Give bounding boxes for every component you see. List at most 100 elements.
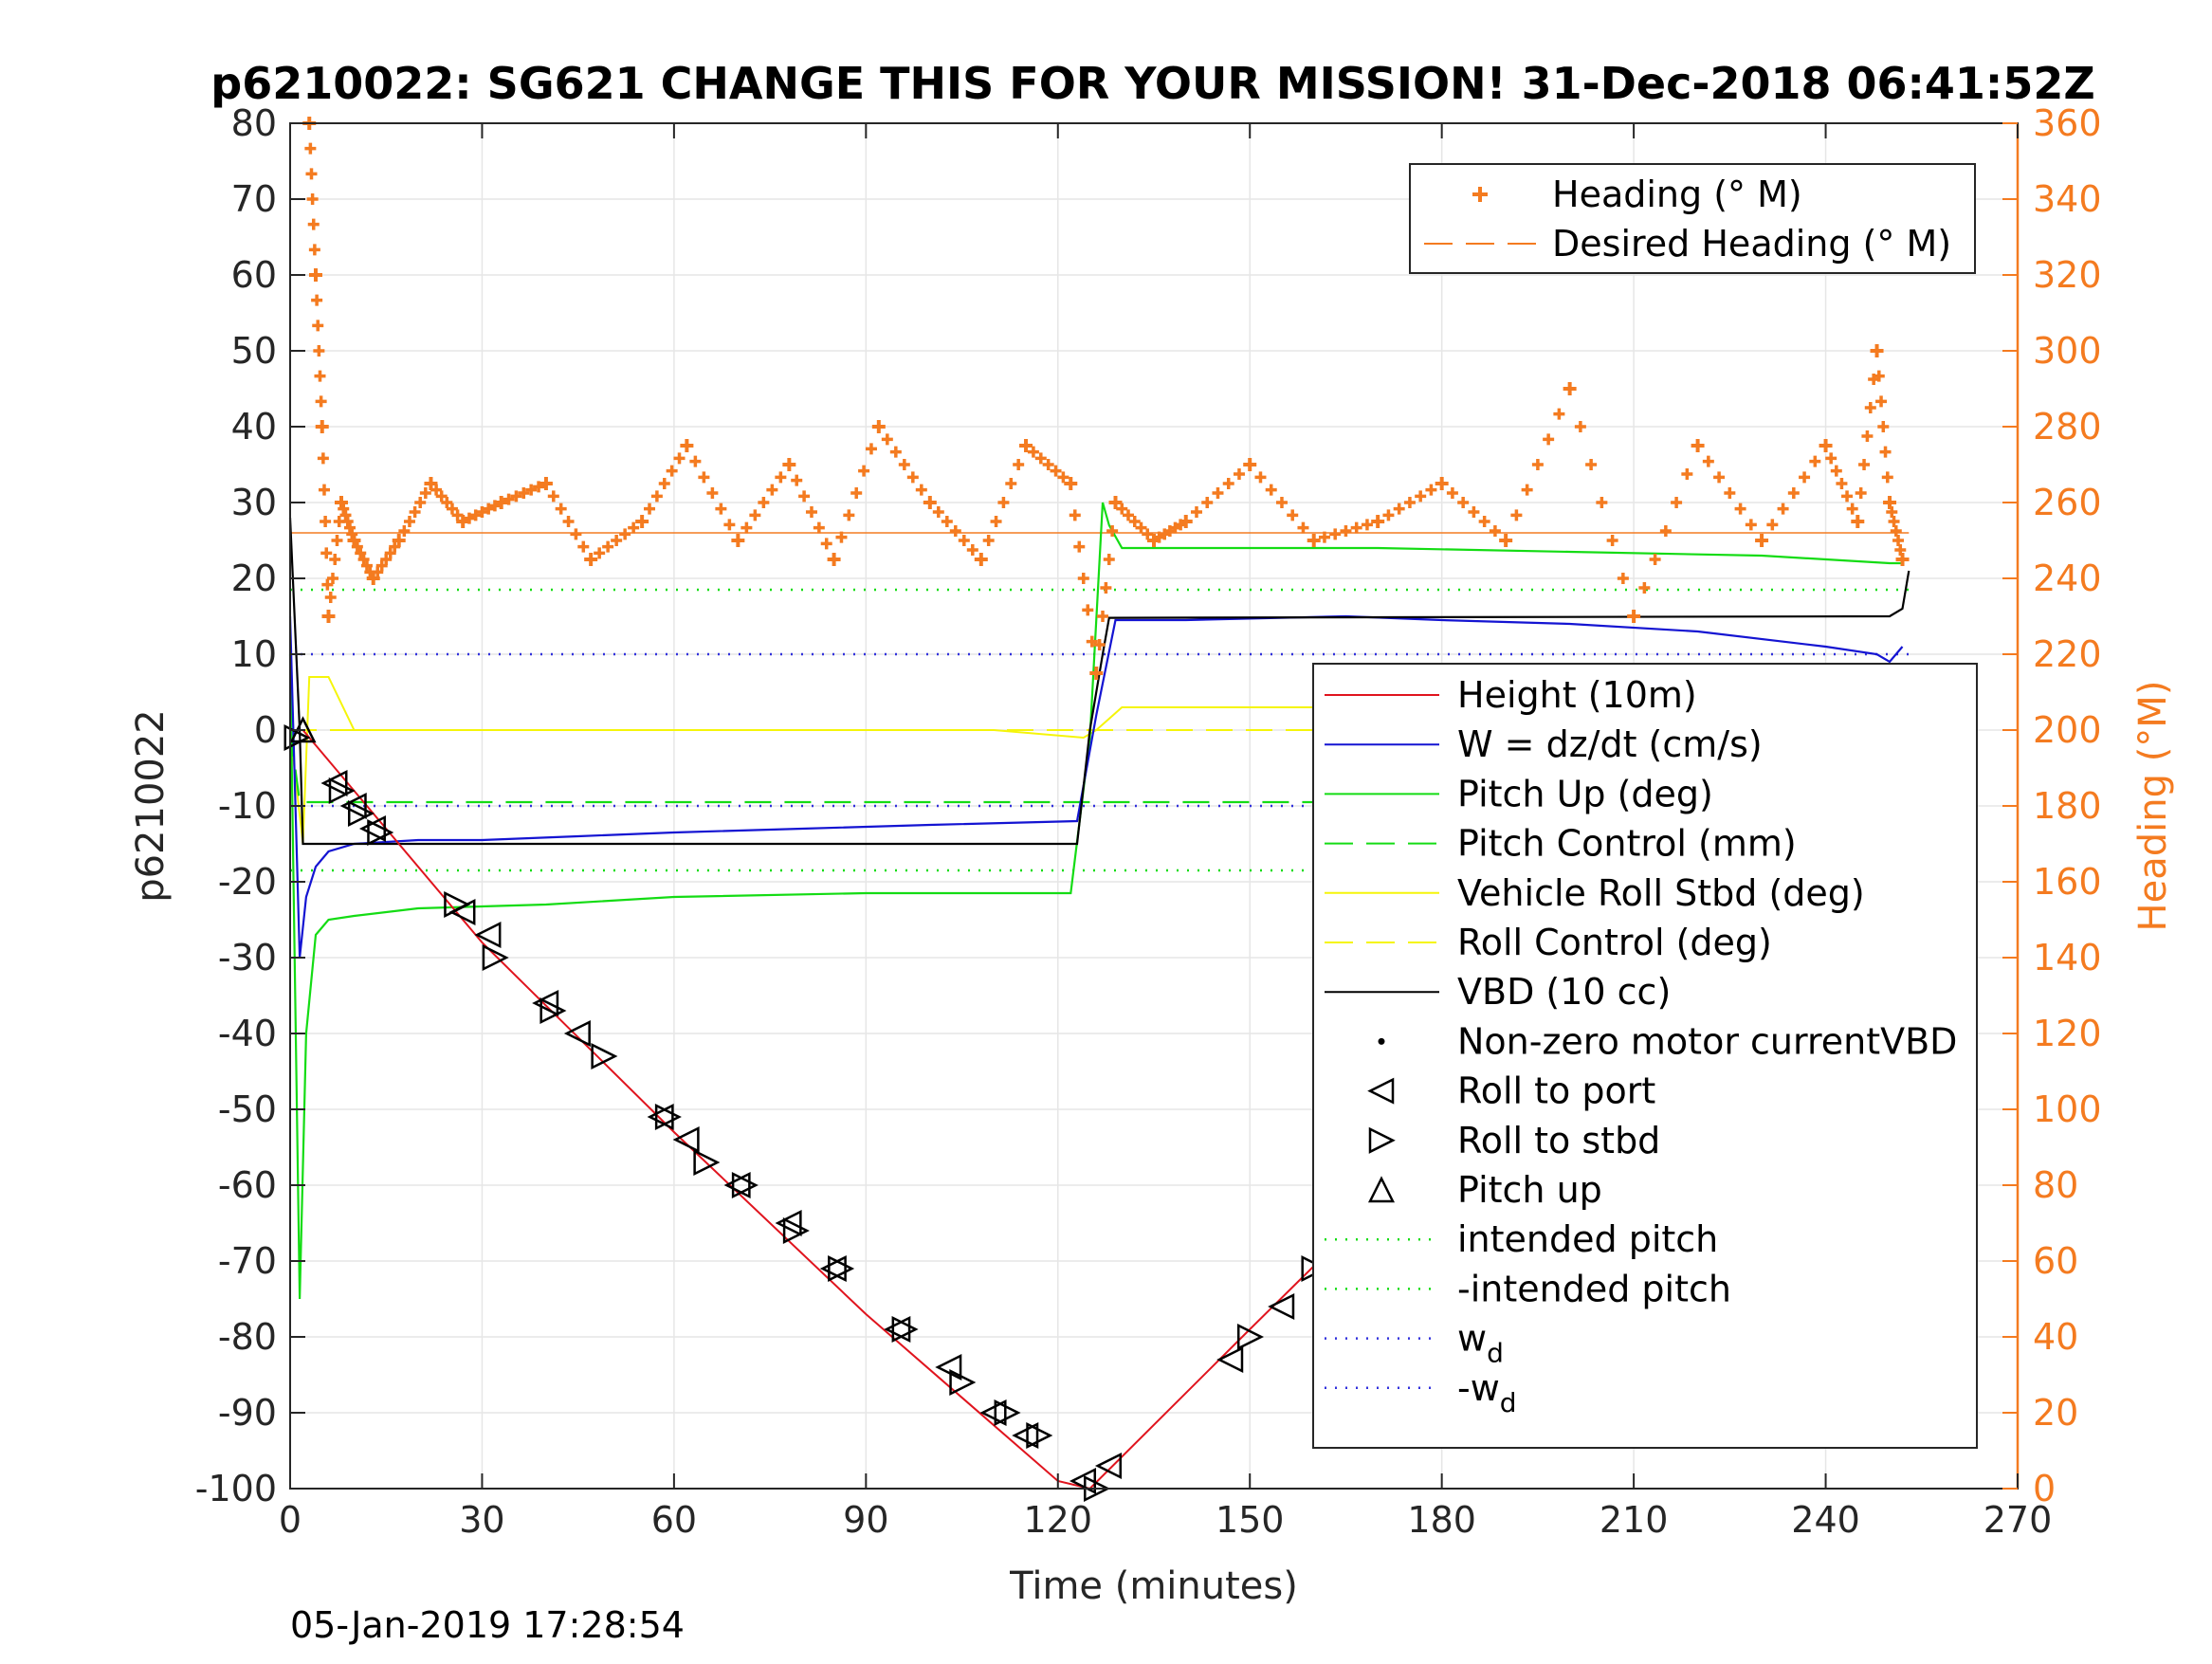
chart-title: p6210022: SG621 CHANGE THIS FOR YOUR MIS… [210,58,2094,109]
legend-label: VBD (10 cc) [1457,971,1671,1013]
legend-label: Pitch Control (mm) [1457,823,1797,865]
heading-point [503,493,515,505]
right-axis-label: Heading (°M) [2131,681,2175,932]
legend-label: Pitch Up (deg) [1457,773,1713,814]
heading-point [562,516,575,527]
roll-to-port-marker [723,1171,751,1199]
heading-point [1403,497,1416,508]
heading-point [974,553,988,566]
heading-point [1393,503,1405,515]
heading-point [312,320,324,332]
heading-point [351,540,363,553]
heading-point [731,534,745,547]
legend-label: Roll to port [1457,1070,1655,1112]
heading-point [1468,506,1480,518]
roll-to-port-marker [1012,1421,1039,1450]
heading-point [644,503,656,515]
heading-point [1836,478,1848,489]
y-tick-label-left: -90 [218,1392,277,1434]
heading-point [805,506,817,518]
heading-point [419,487,431,499]
heading-point [446,503,458,515]
y-tick-label-left: 50 [231,330,277,372]
heading-point [1617,573,1629,584]
heading-point [1019,439,1033,452]
heading-point [1073,540,1086,553]
roll-to-port-marker [1268,1292,1295,1321]
heading-point [414,497,427,508]
heading-point [791,474,803,486]
heading-point [923,496,937,509]
heading-point [1671,497,1683,508]
heading-point [1883,496,1897,509]
heading-point [658,478,670,489]
heading-point [1851,515,1865,528]
heading-point [314,370,326,382]
y-tick-label-right: 280 [2033,406,2102,448]
heading-point [372,566,384,578]
heading-point [334,496,348,509]
heading-point [966,544,978,556]
legend-label: -intended pitch [1457,1268,1731,1309]
heading-legend-label: Desired Heading (° M) [1552,223,1951,265]
heading-point [518,487,530,499]
heading-point [1106,525,1119,537]
heading-point [1108,496,1123,509]
heading-point [1499,534,1513,547]
heading-point [949,525,961,537]
heading-point [941,516,953,527]
heading-point [1877,421,1890,432]
heading-markers [302,117,1910,680]
heading-point [577,540,590,553]
heading-point [525,484,538,496]
heading-point [698,471,710,484]
legend-label: Roll to stbd [1457,1120,1660,1161]
heading-point [570,528,582,540]
heading-point [403,516,415,527]
y-tick-label-left: 40 [231,406,277,448]
heading-point [1201,497,1214,508]
heading-point [673,452,686,465]
y-tick-label-left: -30 [218,937,277,978]
y-tick-label-left: -70 [218,1240,277,1282]
heading-point [539,477,553,490]
y-tick-label-left: 10 [231,633,277,675]
x-tick-label: 150 [1216,1499,1285,1541]
heading-point [1093,639,1106,650]
heading-point [321,610,336,623]
roll-to-port-marker [647,1103,674,1131]
heading-point [1510,509,1523,521]
heading-point [1082,604,1094,616]
heading-point [1457,497,1470,508]
heading-point [1858,459,1871,470]
heading-point [1894,544,1907,556]
y-tick-label-right: 200 [2033,709,2102,751]
y-tick-label-left: -50 [218,1088,277,1130]
y-tick-label-right: 180 [2033,785,2102,827]
y-tick-label-right: 20 [2033,1392,2078,1434]
roll-to-stbd-marker [891,1315,919,1344]
heading-point [689,455,702,467]
heading-point [1659,525,1672,537]
vertical-velocity-line [288,614,1904,959]
y-tick-label-left: -80 [218,1316,277,1358]
heading-point [1361,519,1373,531]
heading-point [619,528,631,540]
y-tick-label-right: 100 [2033,1088,2102,1130]
legend-label: Height (10m) [1457,674,1697,716]
heading-point [1034,452,1047,465]
heading-point [635,515,649,528]
heading-point [380,554,393,565]
x-tick-label: 270 [1983,1499,2053,1541]
heading-point [510,490,522,503]
heading-point [324,592,337,603]
heading-point [1521,484,1533,496]
heading-point [602,540,614,553]
heading-point [1128,516,1141,527]
heading-point [1745,519,1757,531]
heading-point [827,553,841,566]
footer-timestamp: 05-Jan-2019 17:28:54 [290,1604,685,1646]
heading-point [1123,509,1135,521]
heading-point [1734,503,1746,515]
